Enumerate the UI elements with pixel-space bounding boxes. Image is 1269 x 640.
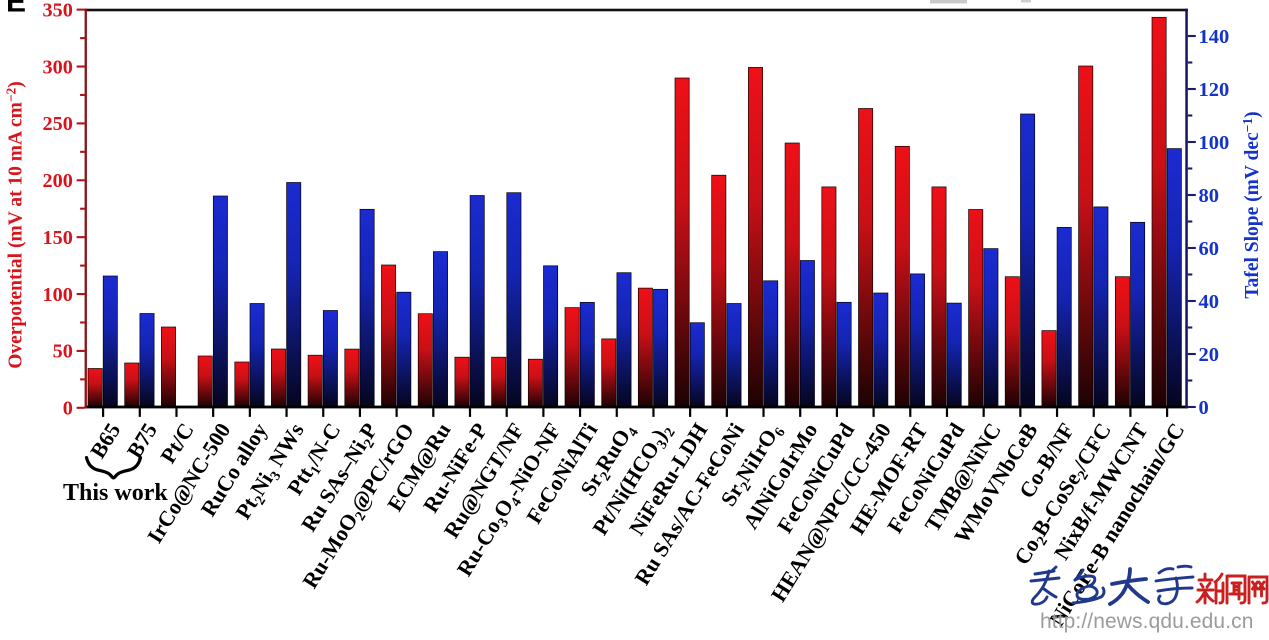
svg-text:0: 0 [1199,397,1209,419]
svg-text:200: 200 [43,170,73,192]
svg-text:100: 100 [43,284,73,306]
svg-text:E: E [6,0,26,19]
svg-text:0: 0 [63,398,73,420]
svg-text:20: 20 [1199,344,1220,366]
svg-text:300: 300 [43,56,73,78]
svg-text:80: 80 [1199,185,1220,207]
svg-text:This work: This work [63,480,168,506]
svg-text:60: 60 [1199,238,1220,260]
svg-text:140: 140 [1199,26,1230,48]
svg-text:250: 250 [43,113,73,135]
svg-text:120: 120 [1199,79,1230,101]
svg-text:Tafel Slope (mV dec−1​): Tafel Slope (mV dec−1​) [1240,111,1263,298]
svg-text:350: 350 [43,0,73,21]
svg-text:40: 40 [1199,291,1220,313]
svg-text:150: 150 [43,227,73,249]
svg-text:Overpotential (mV at 10 mA cm−: Overpotential (mV at 10 mA cm−2​) [4,81,27,369]
svg-text:50: 50 [53,341,73,363]
svg-text:http://news.qdu.edu.cn: http://news.qdu.edu.cn [1040,610,1254,633]
svg-text:100: 100 [1199,132,1230,154]
